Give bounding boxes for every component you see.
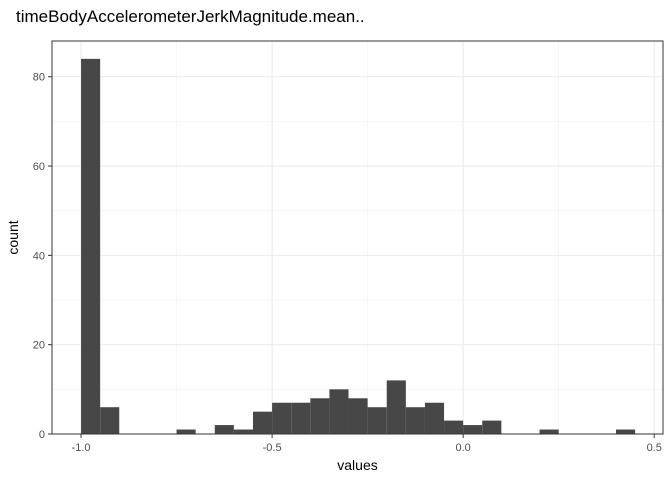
histogram-bar bbox=[463, 425, 483, 434]
y-tick-label: 40 bbox=[33, 250, 45, 262]
panel-border bbox=[51, 40, 664, 435]
histogram-bar bbox=[291, 402, 311, 434]
histogram-bar bbox=[348, 398, 368, 434]
grid-layer bbox=[52, 41, 663, 435]
bars-layer bbox=[81, 58, 636, 434]
histogram-bar bbox=[444, 420, 464, 434]
histogram-bar bbox=[214, 425, 234, 434]
histogram-bar bbox=[329, 389, 349, 434]
histogram-bar bbox=[310, 398, 330, 434]
y-tick-label: 0 bbox=[39, 429, 45, 441]
x-tick-label: -0.5 bbox=[263, 442, 282, 454]
x-tick-label: 0.0 bbox=[456, 442, 471, 454]
y-axis: 0 20 40 60 80 bbox=[33, 72, 52, 441]
y-tick-label: 20 bbox=[33, 340, 45, 352]
x-axis-label: values bbox=[337, 457, 377, 473]
histogram-bar bbox=[424, 402, 445, 434]
x-axis: -1.0 -0.5 0.0 0.5 bbox=[72, 434, 662, 454]
histogram-bar bbox=[272, 402, 292, 434]
histogram-bar bbox=[616, 429, 636, 434]
y-tick-label: 60 bbox=[33, 161, 45, 173]
histogram-bar bbox=[252, 411, 273, 434]
histogram-bar bbox=[100, 407, 120, 434]
histogram-bar bbox=[386, 380, 406, 434]
histogram-bar bbox=[405, 407, 425, 434]
x-tick-label: -1.0 bbox=[72, 442, 91, 454]
y-tick-label: 80 bbox=[33, 72, 45, 84]
histogram-bar bbox=[233, 429, 253, 434]
histogram-bar bbox=[539, 429, 559, 434]
histogram-bar bbox=[176, 429, 196, 434]
histogram-bar bbox=[367, 407, 387, 434]
histogram-bar bbox=[482, 420, 502, 434]
x-tick-label: 0.5 bbox=[647, 442, 662, 454]
y-axis-label: count bbox=[5, 220, 21, 254]
histogram-bar bbox=[81, 58, 101, 434]
chart-title: timeBodyAccelerometerJerkMagnitude.mean.… bbox=[16, 7, 365, 26]
